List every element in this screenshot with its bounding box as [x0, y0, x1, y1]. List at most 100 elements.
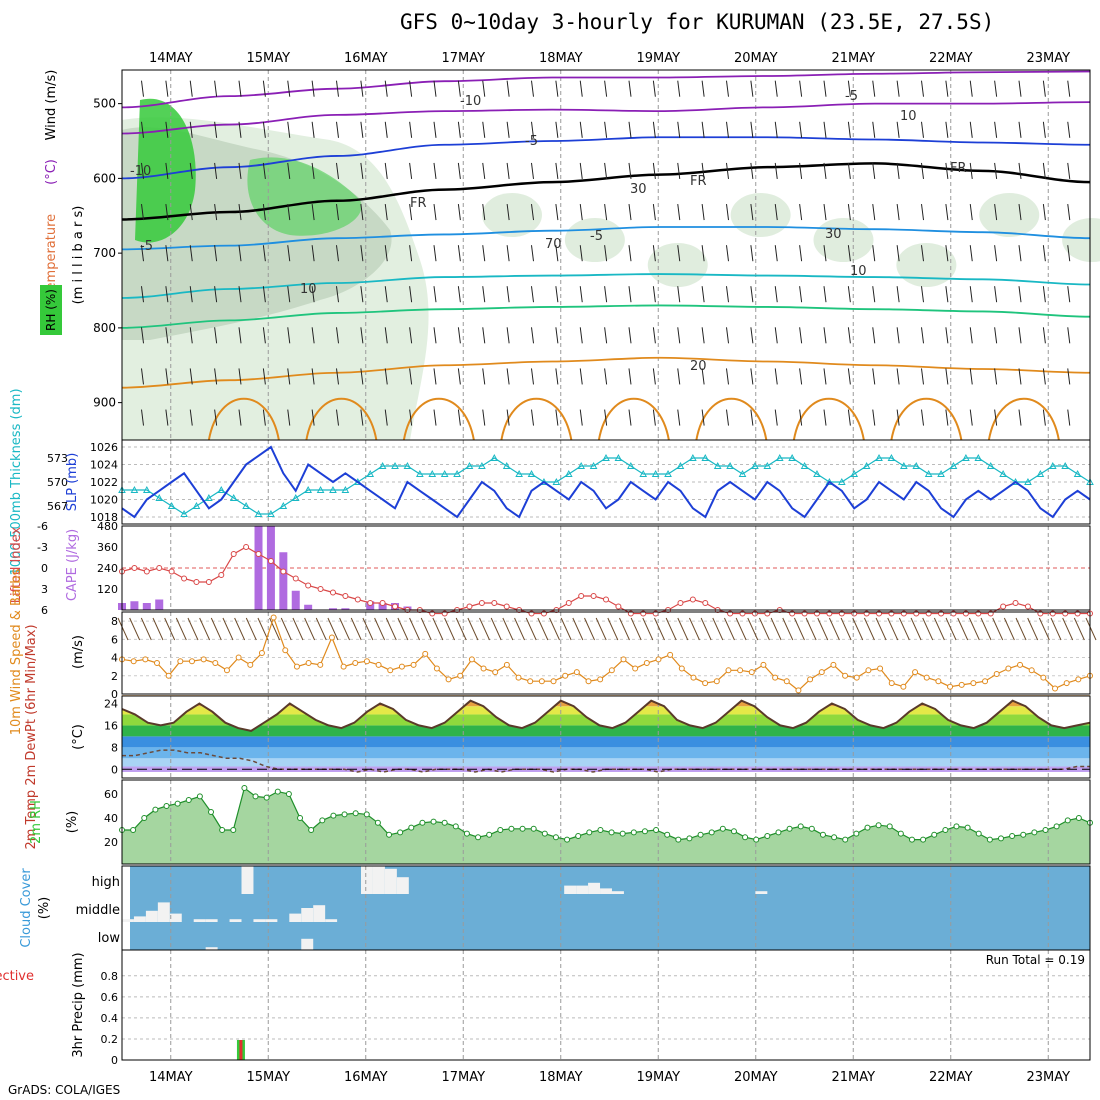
wind-barb: [457, 80, 461, 97]
contour-label: 10: [900, 109, 917, 124]
cloud-middle-bar: [313, 905, 326, 922]
contour-label: 20: [690, 359, 707, 374]
wind-barb: [433, 409, 437, 426]
thickness-point: [416, 469, 424, 477]
wind-barb: [726, 368, 729, 385]
wind-barb: [506, 162, 510, 179]
x-tick-top: 19MAY: [636, 51, 680, 66]
surface-wind-barb: [327, 617, 339, 641]
rh-point: [519, 825, 526, 832]
wind-barb: [579, 162, 583, 179]
wind-barb: [482, 80, 486, 97]
thickness-point: [515, 469, 523, 477]
wind-frame: [121, 611, 1091, 695]
rh-point: [1042, 827, 1049, 833]
wind-speed-point: [900, 683, 907, 690]
surface-wind-barb: [385, 617, 397, 641]
wind-barb: [482, 203, 486, 221]
rh-point: [586, 829, 593, 836]
surface-wind-barb: [700, 617, 712, 641]
cloud-middle-bar: [289, 913, 302, 922]
wind-barb: [238, 327, 242, 344]
wind-barb: [141, 121, 144, 138]
wind-barb: [384, 409, 388, 426]
wind-speed-point: [235, 654, 242, 661]
wind-barb: [774, 203, 778, 221]
wind-barb: [604, 245, 608, 262]
wind-speed-point: [247, 661, 254, 668]
wind-barb: [847, 162, 851, 179]
rh-point: [786, 825, 793, 832]
rh-point: [953, 823, 960, 830]
cloud-middle-bar: [229, 919, 242, 922]
thickness-point: [626, 461, 635, 469]
wind-barb: [311, 162, 315, 179]
isotherm-line: [121, 136, 1091, 180]
lifted-index-point: [689, 596, 696, 603]
x-tick-bottom: 17MAY: [441, 1070, 485, 1085]
wind-speed-point: [818, 669, 825, 676]
temp-tick: 24: [104, 697, 118, 710]
wind-barb: [189, 203, 193, 221]
wind-speed-point: [923, 674, 930, 681]
rh-point: [241, 785, 248, 791]
wind-speed-point: [597, 676, 604, 683]
rh-point: [819, 831, 826, 838]
x-tick-bottom: 16MAY: [344, 1070, 388, 1085]
wind-barb: [1018, 409, 1022, 426]
wind-barb: [652, 327, 656, 344]
rh-point: [831, 834, 838, 841]
cape-bar: [155, 599, 164, 610]
surface-wind-barb: [210, 617, 222, 641]
rh-point: [764, 833, 771, 839]
wind-barb: [969, 121, 973, 138]
wind-barb: [921, 245, 924, 262]
wind-tick: 8: [111, 615, 118, 628]
rh-point: [708, 829, 715, 836]
contour-label: -5: [140, 239, 153, 254]
surface-wind-barb: [630, 617, 642, 641]
temp-frame: [121, 695, 1091, 779]
wind-barb: [750, 286, 754, 303]
surface-wind-barb: [677, 617, 689, 641]
rh-point: [875, 822, 882, 829]
cape-bar: [341, 608, 350, 610]
wind-speed-point: [982, 678, 989, 685]
wind-barb: [945, 121, 949, 138]
isotherm-diurnal: [792, 397, 865, 441]
precip-tick: 0.6: [101, 991, 119, 1004]
thickness-point: [229, 493, 238, 501]
rh-point: [753, 836, 760, 843]
lifted-index-point: [1000, 603, 1007, 610]
wind-barb: [531, 245, 534, 262]
surface-wind-barb: [875, 617, 887, 641]
cape-bar: [304, 604, 313, 610]
thickness-point: [602, 453, 610, 461]
wind-barb: [921, 121, 924, 138]
surface-wind-barb: [129, 617, 141, 641]
rh-point: [853, 830, 860, 837]
rh-point: [352, 810, 359, 817]
surface-wind-barb: [140, 617, 152, 641]
wind-barb: [214, 121, 218, 138]
wind-barb: [750, 121, 754, 138]
x-tick-top: 23MAY: [1026, 51, 1070, 66]
li-tick: -3: [37, 541, 48, 554]
wind-speed-point: [212, 660, 219, 667]
wind-barb: [238, 286, 242, 303]
cloud-high-bar: [600, 888, 612, 894]
rh-point: [986, 836, 993, 843]
cloud-high-bar: [611, 891, 624, 894]
wind-barb: [384, 80, 388, 97]
wind-barb: [384, 245, 388, 262]
wind-barb: [238, 203, 242, 221]
x-tick-top: 16MAY: [344, 51, 388, 66]
cloud-middle-bar: [145, 910, 158, 922]
wind-barb: [262, 327, 266, 344]
wind-barb: [506, 327, 510, 344]
wind-barb: [847, 286, 851, 303]
wind-barb: [969, 80, 973, 97]
ylabel-rh-units: (%): [65, 811, 80, 834]
wind-barb: [1067, 286, 1071, 303]
rh-shading-patch: [647, 243, 708, 287]
